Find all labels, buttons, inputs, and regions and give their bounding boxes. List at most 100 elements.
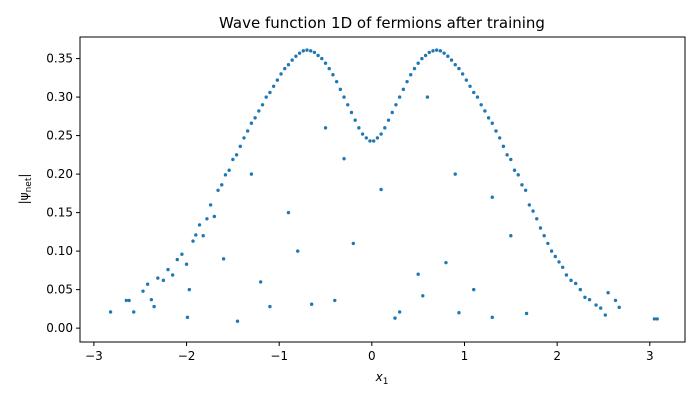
data-point — [197, 223, 202, 227]
data-point — [327, 66, 331, 71]
data-point — [156, 276, 160, 280]
data-point — [516, 173, 520, 177]
data-point — [524, 311, 529, 316]
data-point — [253, 116, 257, 120]
data-point — [275, 78, 280, 82]
data-point — [175, 257, 179, 262]
data-point — [409, 73, 413, 77]
data-point — [435, 48, 439, 52]
data-point — [425, 95, 430, 99]
plot-frame — [79, 36, 686, 343]
data-point — [353, 118, 357, 122]
data-point — [351, 241, 356, 246]
data-point — [141, 289, 145, 293]
data-point — [279, 72, 283, 76]
data-point — [553, 254, 557, 259]
data-point — [220, 183, 224, 187]
data-point — [323, 126, 328, 130]
data-point — [271, 84, 276, 88]
data-point — [494, 129, 498, 133]
data-point — [479, 103, 483, 107]
y-tick-label: 0.35 — [46, 52, 73, 66]
data-point — [401, 87, 406, 92]
data-point — [446, 54, 450, 58]
data-point — [421, 294, 425, 298]
data-point — [297, 51, 302, 55]
data-point — [483, 109, 487, 113]
data-point — [331, 73, 335, 77]
data-point — [257, 109, 261, 113]
data-point — [334, 79, 339, 84]
data-point — [416, 61, 420, 65]
data-point — [294, 54, 298, 58]
data-point — [535, 217, 539, 221]
data-point — [191, 239, 195, 243]
data-point — [242, 136, 246, 140]
data-point — [587, 297, 592, 302]
y-tick-label: 0.10 — [46, 244, 73, 258]
data-point — [212, 214, 217, 219]
data-point — [542, 234, 546, 238]
data-point — [412, 66, 417, 71]
data-point — [531, 209, 535, 213]
data-point — [617, 305, 621, 310]
data-point — [390, 110, 394, 115]
data-point — [184, 262, 189, 266]
data-point — [557, 260, 561, 264]
data-point — [290, 58, 294, 62]
chart-title: Wave function 1D of fermions after train… — [219, 14, 545, 32]
data-point — [573, 281, 578, 286]
data-point — [427, 50, 431, 55]
data-point — [397, 310, 402, 314]
data-point — [512, 168, 517, 172]
data-point — [375, 136, 380, 140]
data-point — [444, 260, 448, 265]
y-tick-label: 0.30 — [46, 90, 73, 104]
data-point — [286, 63, 291, 67]
data-point — [379, 187, 383, 192]
x-tick-label: 0 — [368, 349, 376, 363]
data-point — [564, 273, 569, 277]
x-ticks: −3 −2 −1 0 1 2 3 — [85, 342, 654, 363]
y-ticks: 0.00 0.05 0.10 0.15 0.20 0.25 0.30 0.35 — [46, 52, 80, 335]
data-point — [108, 310, 113, 314]
data-point — [234, 153, 239, 157]
data-point — [460, 72, 465, 76]
data-point — [431, 49, 435, 53]
data-point — [208, 203, 213, 207]
data-point — [309, 49, 313, 53]
data-point — [246, 129, 250, 133]
y-tick-label: 0.20 — [46, 167, 73, 181]
data-point — [323, 61, 328, 65]
data-point — [260, 103, 265, 107]
data-point — [486, 116, 491, 120]
data-point — [472, 287, 476, 292]
data-point — [249, 172, 254, 176]
data-point — [149, 297, 154, 302]
data-point — [490, 195, 494, 199]
data-point — [527, 203, 532, 207]
data-point — [357, 126, 361, 130]
data-point — [393, 316, 397, 320]
data-point — [457, 311, 461, 315]
data-point — [346, 103, 350, 107]
data-point — [166, 267, 170, 272]
data-point — [301, 49, 305, 53]
data-point — [442, 51, 446, 55]
data-point — [578, 287, 583, 292]
data-point — [180, 252, 184, 256]
data-point — [283, 66, 287, 71]
y-tick-label: 0.25 — [46, 129, 73, 143]
data-point — [394, 103, 398, 107]
y-tick-label: 0.00 — [46, 321, 73, 335]
data-point — [268, 304, 272, 309]
data-point — [379, 132, 383, 136]
data-point — [423, 53, 428, 58]
data-point — [386, 118, 391, 122]
data-point — [453, 172, 457, 176]
data-point — [127, 298, 131, 303]
data-point — [549, 249, 554, 253]
data-point — [420, 56, 424, 61]
data-point — [523, 188, 528, 192]
